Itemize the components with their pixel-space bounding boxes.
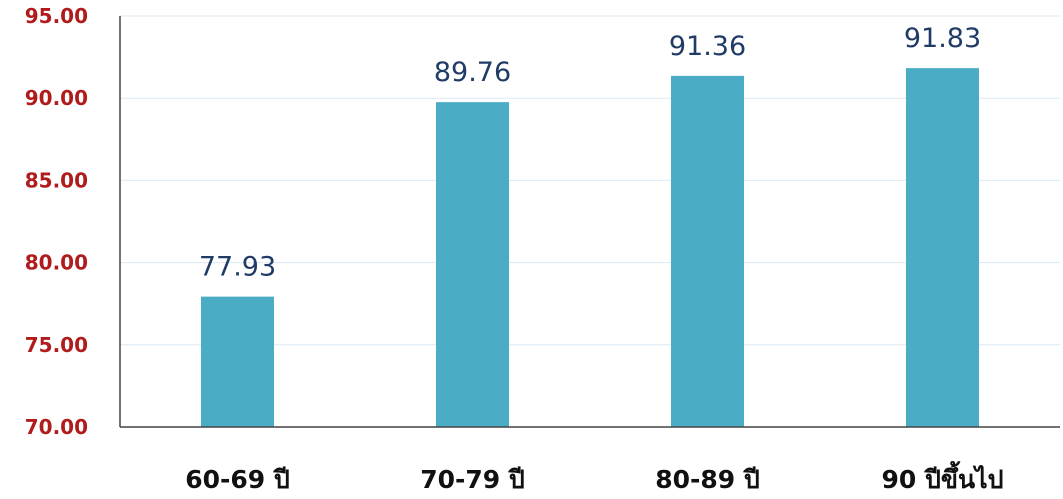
data-label: 91.36 xyxy=(669,31,746,62)
y-tick-label: 95.00 xyxy=(25,4,88,28)
bars xyxy=(201,68,979,427)
data-label: 91.83 xyxy=(904,23,981,54)
bar xyxy=(906,68,979,427)
data-label: 89.76 xyxy=(434,57,511,88)
x-tick-label: 70-79 ปี xyxy=(420,465,525,494)
bar xyxy=(436,102,509,427)
axes xyxy=(119,16,1060,428)
x-tick-labels: 60-69 ปี 70-79 ปี 80-89 ปี 90 ปีขึ้นไป xyxy=(185,460,1003,494)
y-tick-label: 75.00 xyxy=(25,333,88,357)
bar xyxy=(671,75,744,427)
data-labels: 77.93 89.76 91.36 91.83 xyxy=(199,23,981,283)
data-label: 77.93 xyxy=(199,252,276,283)
bar xyxy=(201,296,274,427)
y-tick-label: 80.00 xyxy=(25,251,88,275)
y-tick-label: 70.00 xyxy=(25,415,88,439)
x-tick-label: 60-69 ปี xyxy=(185,465,290,494)
x-tick-label: 90 ปีขึ้นไป xyxy=(882,460,1004,494)
gridlines xyxy=(120,15,1060,346)
y-tick-label: 85.00 xyxy=(25,168,88,192)
x-tick-label: 80-89 ปี xyxy=(655,465,760,494)
y-tick-label: 90.00 xyxy=(25,86,88,110)
y-tick-labels: 70.00 75.00 80.00 85.00 90.00 95.00 xyxy=(25,4,88,439)
